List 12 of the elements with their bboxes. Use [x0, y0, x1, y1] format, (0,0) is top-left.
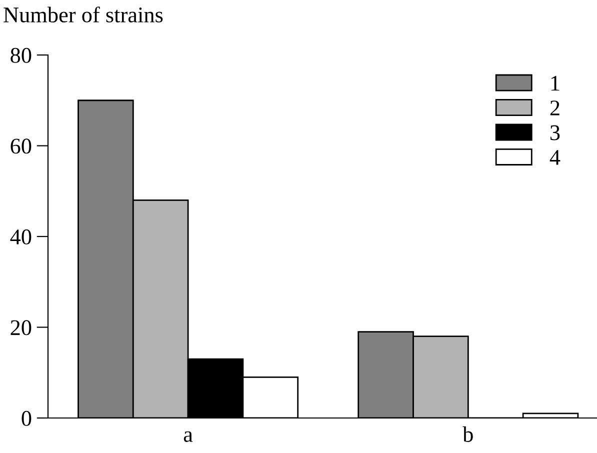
- x-tick-label: a: [184, 431, 193, 442]
- x-tick-label: b: [462, 426, 473, 442]
- y-tick-label: 0: [22, 410, 32, 426]
- y-tick-label: 80: [10, 48, 32, 63]
- legend-label: 4: [550, 150, 560, 165]
- y-tick-label: 40: [10, 229, 32, 244]
- legend-label: 3: [550, 125, 560, 140]
- y-tick-label: 20: [10, 320, 32, 336]
- y-axis-title: Number of strains: [4, 6, 163, 22]
- legend-label: 2: [550, 100, 560, 116]
- legend-label: 1: [551, 76, 560, 91]
- y-tick-label: 60: [10, 138, 32, 154]
